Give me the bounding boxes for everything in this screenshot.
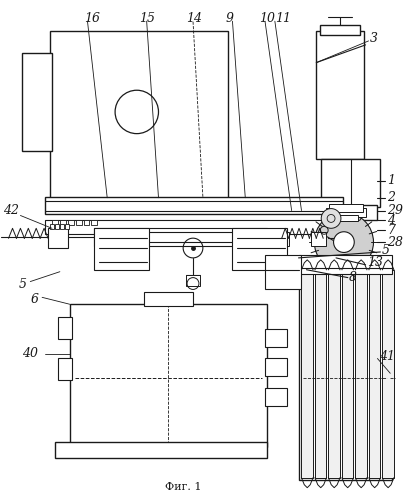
Bar (314, 270, 326, 478)
Bar (341, 270, 353, 478)
Bar (50, 31, 227, 200)
Bar (60, 220, 66, 226)
Text: 3: 3 (369, 32, 377, 46)
Bar (60, 224, 64, 230)
Text: 7: 7 (386, 224, 394, 237)
Bar (83, 220, 89, 226)
Bar (58, 358, 72, 380)
Bar (354, 270, 366, 478)
Circle shape (333, 232, 354, 252)
Bar (382, 270, 393, 478)
Bar (58, 317, 72, 339)
Bar (264, 388, 286, 406)
Bar (185, 274, 199, 286)
Bar (143, 292, 192, 306)
Text: 16: 16 (84, 12, 100, 24)
Text: 6: 6 (30, 293, 38, 306)
Bar (55, 224, 59, 230)
Text: 14: 14 (185, 12, 202, 24)
Bar (232, 228, 286, 270)
Bar (273, 232, 288, 246)
Bar (50, 224, 54, 230)
Text: 8: 8 (348, 271, 356, 284)
Bar (94, 228, 148, 270)
Text: 28: 28 (386, 236, 402, 248)
Circle shape (313, 212, 373, 272)
Bar (327, 216, 357, 222)
Text: 11: 11 (274, 12, 290, 24)
Bar (264, 255, 300, 290)
Bar (315, 31, 363, 160)
Bar (298, 255, 391, 268)
Bar (65, 224, 68, 230)
Bar (298, 268, 391, 274)
Bar (75, 220, 81, 226)
Bar (55, 442, 266, 458)
Bar (264, 329, 286, 346)
Bar (52, 220, 58, 226)
Text: 40: 40 (22, 347, 38, 360)
Bar (368, 270, 379, 478)
Bar (325, 204, 377, 220)
Bar (48, 228, 68, 248)
Bar (328, 270, 339, 478)
Text: 41: 41 (378, 350, 394, 363)
Text: 13: 13 (367, 256, 383, 270)
Bar (298, 268, 391, 480)
Bar (320, 25, 359, 35)
Bar (45, 196, 342, 214)
Circle shape (320, 208, 340, 229)
Text: 9: 9 (225, 12, 233, 24)
Bar (70, 304, 266, 447)
Bar (328, 204, 362, 212)
Text: 29: 29 (386, 204, 402, 217)
Bar (301, 270, 312, 478)
Text: 42: 42 (3, 204, 19, 217)
Bar (264, 358, 286, 376)
Text: 1: 1 (386, 174, 394, 188)
Bar (325, 208, 364, 218)
Text: 15: 15 (139, 12, 154, 24)
Text: 4: 4 (386, 214, 394, 227)
Bar (91, 220, 97, 226)
Text: 2: 2 (386, 191, 394, 204)
Bar (94, 228, 266, 246)
Text: 5: 5 (380, 244, 388, 256)
Bar (45, 220, 338, 234)
Text: Фиг. 1: Фиг. 1 (164, 482, 201, 492)
Bar (22, 53, 52, 152)
Text: 5: 5 (18, 278, 26, 291)
Bar (311, 232, 325, 246)
Bar (68, 220, 73, 226)
Text: 10: 10 (258, 12, 275, 24)
Bar (320, 160, 379, 206)
